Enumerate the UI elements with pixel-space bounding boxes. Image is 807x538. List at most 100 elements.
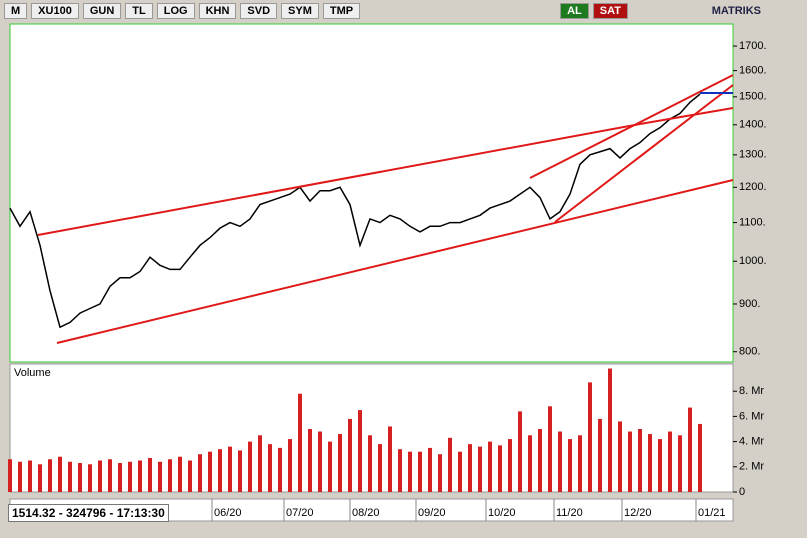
volume-bar <box>618 421 622 492</box>
brand: MATRIKS <box>711 5 761 17</box>
volume-bar <box>218 449 222 492</box>
volume-bar <box>298 393 302 492</box>
volume-bar <box>648 434 652 492</box>
status-bar: 1514.32 - 324796 - 17:13:30 <box>8 504 169 522</box>
volume-bar <box>58 456 62 492</box>
volume-bar <box>248 441 252 492</box>
volume-bar <box>118 463 122 492</box>
volume-bar <box>358 410 362 492</box>
y-tick-label: 1700. <box>739 40 767 52</box>
volume-bar <box>658 439 662 492</box>
x-tick-label: 07/20 <box>286 507 314 519</box>
y-tick-label: 2. Mr <box>739 461 764 473</box>
logo: M <box>4 3 28 19</box>
volume-bar <box>448 437 452 492</box>
y-tick-label: 1400. <box>739 119 767 131</box>
volume-bar <box>318 431 322 492</box>
symbol[interactable]: XU100 <box>31 3 79 19</box>
volume-bar <box>508 439 512 492</box>
volume-bar <box>198 454 202 492</box>
volume-bar <box>178 456 182 492</box>
button[interactable]: KHN <box>198 3 237 19</box>
x-tick-label: 10/20 <box>488 507 516 519</box>
volume-bar <box>48 459 52 492</box>
chart: 800. 900. 1000. 1100. 1200. 1300. 1400. 1500. 16… <box>8 23 767 522</box>
y-tick-label: 1600. <box>739 65 767 77</box>
volume-bar <box>578 435 582 492</box>
price-line <box>9 93 701 329</box>
volume-bar <box>538 429 542 492</box>
trend-lines <box>37 74 734 344</box>
volume-bar <box>418 451 422 492</box>
x-tick-label: 12/20 <box>624 507 652 519</box>
y-tick-label: 4. Mr <box>739 436 764 448</box>
volume-bar <box>128 461 132 492</box>
button[interactable]: TL <box>125 3 153 19</box>
y-tick-label: 8. Mr <box>739 385 764 397</box>
volume-bar <box>588 382 592 492</box>
button[interactable]: GUN <box>82 3 122 19</box>
volume-bar <box>148 457 152 492</box>
x-tick-label: 08/20 <box>352 507 380 519</box>
volume-bar <box>18 461 22 492</box>
volume-bar <box>288 439 292 492</box>
button[interactable]: LOG <box>156 3 195 19</box>
volume-bar <box>308 429 312 492</box>
volume-bar <box>28 460 32 492</box>
button[interactable]: TMP <box>322 3 361 19</box>
toolbar: M XU100 GUN TL LOG KHN SVD SYM TMP AL SA… <box>0 0 807 22</box>
volume-bar <box>478 446 482 492</box>
volume-bar <box>78 463 82 492</box>
buy-button[interactable]: AL <box>560 3 589 19</box>
panel-title: Volume <box>14 367 51 379</box>
y-tick-label: 1200. <box>739 181 767 193</box>
y-tick-label: 1100. <box>739 216 766 228</box>
volume-bar <box>88 464 92 492</box>
volume-bar <box>688 407 692 492</box>
volume-bar <box>558 431 562 492</box>
y-tick-label: 900. <box>739 298 760 310</box>
volume-bar <box>188 460 192 492</box>
button[interactable]: SVD <box>240 3 278 19</box>
volume-bar <box>548 406 552 492</box>
volume-bar <box>378 444 382 492</box>
volume-bar <box>278 447 282 492</box>
volume-bar <box>468 444 472 492</box>
volume-bar <box>38 464 42 492</box>
x-tick-label: 11/20 <box>556 507 583 519</box>
volume-bar <box>608 368 612 492</box>
y-tick-label: 1000. <box>739 255 767 267</box>
y-tick-label: 0 <box>739 486 745 498</box>
button[interactable]: SYM <box>281 3 319 19</box>
volume-bar <box>368 435 372 492</box>
x-tick-label: 01/21 <box>698 507 726 519</box>
y-tick-label: 6. Mr <box>739 410 764 422</box>
volume-bar <box>328 441 332 492</box>
volume-bar <box>108 459 112 492</box>
x-tick-label: 06/20 <box>214 507 242 519</box>
volume-bar <box>598 418 602 492</box>
volume-bar <box>488 441 492 492</box>
volume-bar <box>8 459 12 492</box>
volume-bar <box>168 459 172 492</box>
volume-bar <box>698 423 702 492</box>
y-tick-label: 800. <box>739 346 760 358</box>
volume-bar <box>258 435 262 492</box>
volume-bar <box>388 426 392 492</box>
volume-bar <box>528 435 532 492</box>
volume-bar <box>628 431 632 492</box>
volume-bar <box>338 434 342 492</box>
volume-bar <box>268 444 272 492</box>
sell-button[interactable]: SAT <box>592 3 628 19</box>
volume-bar <box>678 435 682 492</box>
price-panel <box>9 23 734 363</box>
y-tick-label: 1300. <box>739 149 767 161</box>
volume-bar <box>638 429 642 492</box>
volume-bar <box>228 446 232 492</box>
y-tick-label: 1500. <box>739 91 767 103</box>
volume-bar <box>438 454 442 492</box>
volume-bar <box>408 451 412 492</box>
volume-bar <box>398 449 402 492</box>
volume-bar <box>138 460 142 492</box>
